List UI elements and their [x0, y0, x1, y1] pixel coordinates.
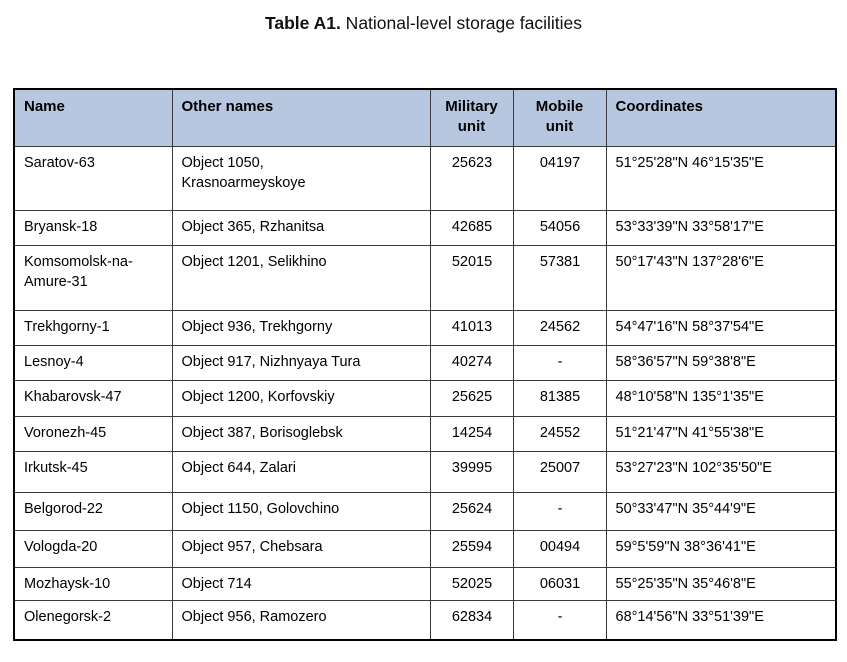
cell-name: Lesnoy-4	[13, 344, 173, 381]
cell-name: Mozhaysk-10	[13, 566, 173, 601]
cell-other-names: Object 957, Chebsara	[171, 529, 431, 568]
table-row: Vologda-20 Object 957, Chebsara 25594 00…	[13, 529, 837, 568]
header-cell-military-unit: Military unit	[429, 88, 514, 147]
cell-military-unit: 39995	[429, 450, 514, 493]
cell-coordinates: 48°10'58"N 135°1'35"E	[605, 379, 837, 417]
cell-mobile-unit: -	[512, 344, 607, 381]
cell-coordinates: 58°36'57"N 59°38'8"E	[605, 344, 837, 381]
header-cell-other-names: Other names	[171, 88, 431, 147]
cell-name: Irkutsk-45	[13, 450, 173, 493]
cell-military-unit: 62834	[429, 599, 514, 641]
cell-coordinates: 53°33'39"N 33°58'17"E	[605, 209, 837, 246]
cell-mobile-unit: 54056	[512, 209, 607, 246]
table-row: Belgorod-22 Object 1150, Golovchino 2562…	[13, 491, 837, 531]
cell-military-unit: 25623	[429, 145, 514, 211]
cell-other-names: Object 714	[171, 566, 431, 601]
cell-other-names: Object 1150, Golovchino	[171, 491, 431, 531]
table-header: Name Other names Military unit Mobile un…	[13, 88, 837, 147]
cell-mobile-unit: 00494	[512, 529, 607, 568]
cell-mobile-unit: 06031	[512, 566, 607, 601]
cell-military-unit: 52015	[429, 244, 514, 311]
cell-coordinates: 50°33'47"N 35°44'9"E	[605, 491, 837, 531]
storage-facilities-table: Name Other names Military unit Mobile un…	[13, 88, 837, 641]
cell-name: Belgorod-22	[13, 491, 173, 531]
cell-coordinates: 51°21'47"N 41°55'38"E	[605, 415, 837, 452]
cell-mobile-unit: 04197	[512, 145, 607, 211]
header-cell-name: Name	[13, 88, 173, 147]
cell-other-names: Object 1201, Selikhino	[171, 244, 431, 311]
cell-other-names: Object 936, Trekhgorny	[171, 309, 431, 346]
page-title: Table A1. National-level storage facilit…	[0, 12, 847, 34]
cell-name: Bryansk-18	[13, 209, 173, 246]
cell-name: Komsomolsk-na-Amure-31	[13, 244, 173, 311]
cell-coordinates: 51°25'28"N 46°15'35"E	[605, 145, 837, 211]
cell-other-names: Object 956, Ramozero	[171, 599, 431, 641]
table-row: Saratov-63 Object 1050, Krasnoarmeyskoye…	[13, 145, 837, 211]
cell-mobile-unit: 57381	[512, 244, 607, 311]
cell-military-unit: 25594	[429, 529, 514, 568]
cell-name: Khabarovsk-47	[13, 379, 173, 417]
cell-military-unit: 41013	[429, 309, 514, 346]
cell-mobile-unit: 25007	[512, 450, 607, 493]
table-header-row: Name Other names Military unit Mobile un…	[13, 88, 837, 147]
cell-mobile-unit: 81385	[512, 379, 607, 417]
cell-name: Olenegorsk-2	[13, 599, 173, 641]
table-row: Khabarovsk-47 Object 1200, Korfovskiy 25…	[13, 379, 837, 417]
cell-name: Saratov-63	[13, 145, 173, 211]
header-cell-coordinates: Coordinates	[605, 88, 837, 147]
cell-military-unit: 25624	[429, 491, 514, 531]
cell-mobile-unit: -	[512, 491, 607, 531]
cell-coordinates: 59°5'59"N 38°36'41"E	[605, 529, 837, 568]
cell-mobile-unit: -	[512, 599, 607, 641]
cell-other-names: Object 917, Nizhnyaya Tura	[171, 344, 431, 381]
table-row: Irkutsk-45 Object 644, Zalari 39995 2500…	[13, 450, 837, 493]
cell-other-names: Object 644, Zalari	[171, 450, 431, 493]
cell-name: Vologda-20	[13, 529, 173, 568]
cell-name: Voronezh-45	[13, 415, 173, 452]
cell-military-unit: 14254	[429, 415, 514, 452]
table-body: Saratov-63 Object 1050, Krasnoarmeyskoye…	[13, 145, 837, 641]
cell-military-unit: 42685	[429, 209, 514, 246]
table-row: Lesnoy-4 Object 917, Nizhnyaya Tura 4027…	[13, 344, 837, 381]
table-row: Trekhgorny-1 Object 936, Trekhgorny 4101…	[13, 309, 837, 346]
cell-mobile-unit: 24552	[512, 415, 607, 452]
cell-coordinates: 50°17'43"N 137°28'6"E	[605, 244, 837, 311]
cell-coordinates: 54°47'16"N 58°37'54"E	[605, 309, 837, 346]
cell-other-names: Object 1200, Korfovskiy	[171, 379, 431, 417]
table-row: Komsomolsk-na-Amure-31 Object 1201, Seli…	[13, 244, 837, 311]
cell-name: Trekhgorny-1	[13, 309, 173, 346]
header-cell-mobile-unit: Mobile unit	[512, 88, 607, 147]
table-caption-label: Table A1.	[264, 13, 341, 33]
table-row: Voronezh-45 Object 387, Borisoglebsk 142…	[13, 415, 837, 452]
cell-other-names: Object 387, Borisoglebsk	[171, 415, 431, 452]
cell-other-names: Object 1050, Krasnoarmeyskoye	[171, 145, 431, 211]
table-row: Bryansk-18 Object 365, Rzhanitsa 42685 5…	[13, 209, 837, 246]
cell-coordinates: 55°25'35"N 35°46'8"E	[605, 566, 837, 601]
table-row: Olenegorsk-2 Object 956, Ramozero 62834 …	[13, 599, 837, 641]
cell-military-unit: 25625	[429, 379, 514, 417]
cell-mobile-unit: 24562	[512, 309, 607, 346]
cell-military-unit: 40274	[429, 344, 514, 381]
table-caption-text: National-level storage facilities	[340, 13, 583, 33]
cell-other-names: Object 365, Rzhanitsa	[171, 209, 431, 246]
table-row: Mozhaysk-10 Object 714 52025 06031 55°25…	[13, 566, 837, 601]
cell-coordinates: 53°27'23"N 102°35'50"E	[605, 450, 837, 493]
cell-coordinates: 68°14'56"N 33°51'39"E	[605, 599, 837, 641]
cell-military-unit: 52025	[429, 566, 514, 601]
